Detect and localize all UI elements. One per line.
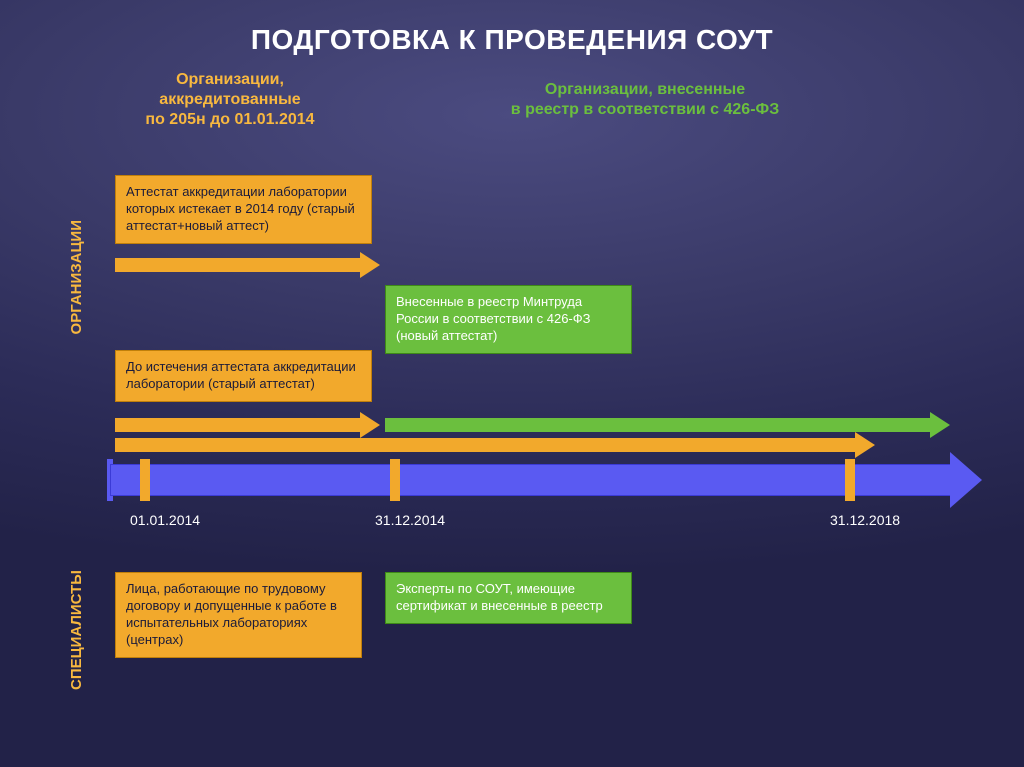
tick-1	[140, 459, 150, 501]
arrow-org-top	[115, 256, 380, 274]
header-right: Организации, внесенныев реестр в соответ…	[465, 80, 825, 120]
tick-2	[390, 459, 400, 501]
vlabel-organizations: ОРГАНИЗАЦИИ	[68, 220, 85, 334]
box-org-reestr: Внесенные в реестр Минтруда России в соо…	[385, 285, 632, 354]
arrow-org-old-short	[115, 416, 380, 434]
date-2: 31.12.2014	[375, 512, 445, 528]
arrow-org-long	[115, 436, 875, 454]
box-spec-right: Эксперты по СОУТ, имеющие сертификат и в…	[385, 572, 632, 624]
page-title: ПОДГОТОВКА К ПРОВЕДЕНИЯ СОУТ	[0, 24, 1024, 56]
vlabel-specialists: СПЕЦИАЛИСТЫ	[68, 570, 85, 690]
box-org-top: Аттестат аккредитации лаборатории которы…	[115, 175, 372, 244]
date-1: 01.01.2014	[130, 512, 200, 528]
box-org-old: До истечения аттестата аккредитации лабо…	[115, 350, 372, 402]
tick-3	[845, 459, 855, 501]
date-3: 31.12.2018	[830, 512, 900, 528]
diagram: { "title": "ПОДГОТОВКА К ПРОВЕДЕНИЯ СОУТ…	[0, 0, 1024, 767]
header-left: Организации,аккредитованныепо 205н до 01…	[105, 70, 355, 130]
box-spec-left: Лица, работающие по трудовому договору и…	[115, 572, 362, 658]
